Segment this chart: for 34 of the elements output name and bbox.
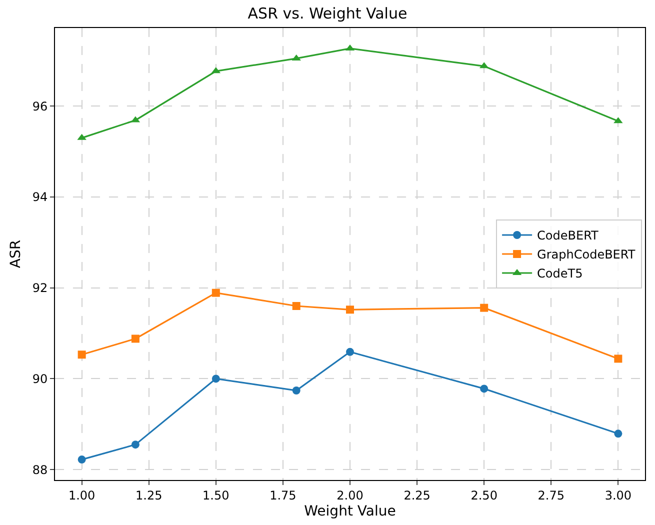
point — [346, 306, 354, 314]
x-tick-label: 2.00 — [336, 488, 364, 502]
legend-label: GraphCodeBERT — [537, 248, 636, 262]
x-tick-label: 2.75 — [538, 488, 564, 502]
point — [292, 386, 300, 395]
y-axis-title: ASR — [8, 240, 24, 268]
x-tick-label: 2.25 — [404, 488, 430, 502]
x-tick-label: 1.00 — [68, 488, 96, 502]
y-tick-label: 92 — [32, 281, 48, 296]
point — [131, 334, 140, 343]
y-tick-label: 90 — [32, 372, 48, 386]
point — [480, 304, 488, 312]
y-tick-label: 96 — [32, 99, 48, 114]
point — [78, 456, 86, 464]
y-tick-label: 88 — [32, 462, 48, 477]
chart-title: ASR vs. Weight Value — [248, 4, 408, 22]
x-tick-label: 1.25 — [136, 488, 162, 502]
point — [346, 348, 354, 356]
x-axis-title: Weight Value — [304, 504, 396, 520]
legend-label: CodeT5 — [537, 266, 583, 281]
point — [614, 430, 622, 438]
x-tick-label: 1.50 — [202, 488, 230, 502]
x-tick-label: 2.50 — [470, 488, 498, 502]
point — [480, 384, 488, 393]
y-tick-label: 94 — [32, 190, 48, 204]
legend-label: CodeBERT — [537, 228, 600, 243]
point — [614, 354, 622, 363]
point — [78, 350, 86, 359]
x-tick-label: 3.00 — [604, 488, 632, 502]
point — [131, 440, 140, 449]
point — [292, 302, 300, 310]
point — [212, 288, 220, 297]
x-tick-label: 1.75 — [270, 488, 296, 502]
point — [212, 374, 220, 383]
